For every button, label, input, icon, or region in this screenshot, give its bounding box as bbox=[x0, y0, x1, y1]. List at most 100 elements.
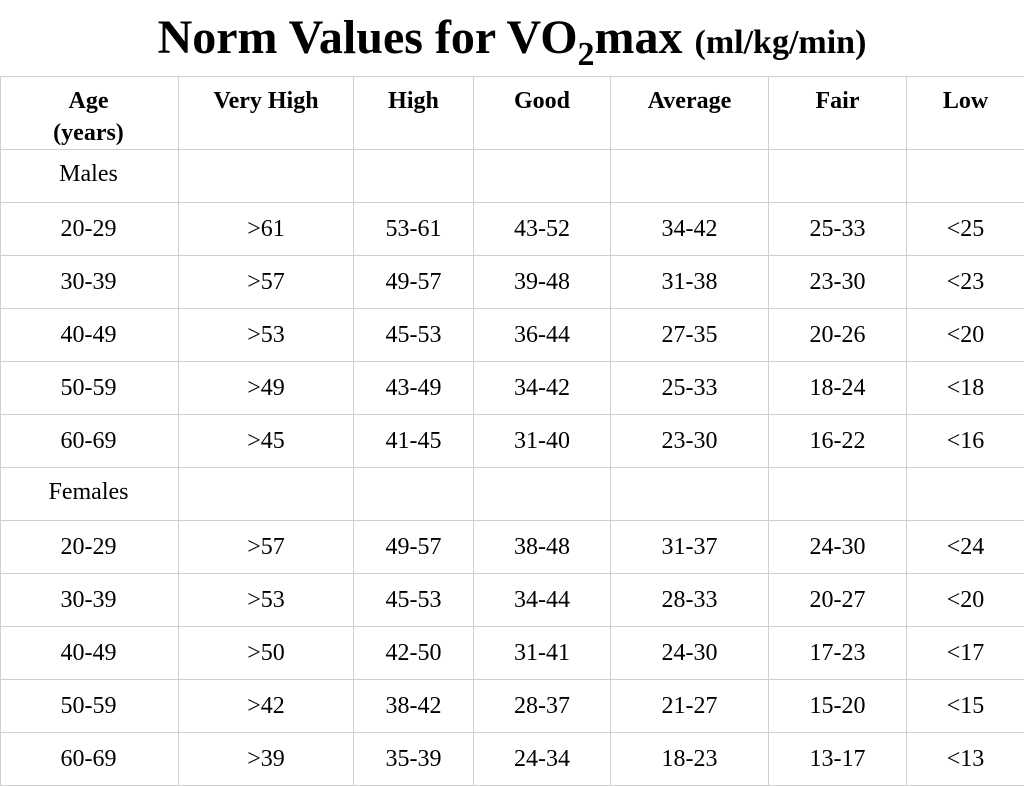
empty-cell bbox=[907, 468, 1024, 521]
header-low: Low bbox=[907, 77, 1024, 150]
cell-high: 45-53 bbox=[354, 574, 474, 627]
cell-average: 21-27 bbox=[611, 680, 769, 733]
empty-cell bbox=[907, 150, 1024, 203]
cell-very-high: >39 bbox=[179, 733, 354, 786]
cell-good: 38-48 bbox=[474, 521, 611, 574]
cell-very-high: >49 bbox=[179, 362, 354, 415]
header-good: Good bbox=[474, 77, 611, 150]
cell-average: 34-42 bbox=[611, 203, 769, 256]
cell-good: 43-52 bbox=[474, 203, 611, 256]
cell-low: <16 bbox=[907, 415, 1024, 468]
empty-cell bbox=[769, 150, 907, 203]
cell-fair: 15-20 bbox=[769, 680, 907, 733]
cell-low: <15 bbox=[907, 680, 1024, 733]
cell-average: 25-33 bbox=[611, 362, 769, 415]
cell-very-high: >57 bbox=[179, 521, 354, 574]
header-average: Average bbox=[611, 77, 769, 150]
empty-cell bbox=[474, 468, 611, 521]
cell-very-high: >61 bbox=[179, 203, 354, 256]
cell-good: 31-40 bbox=[474, 415, 611, 468]
cell-average: 31-37 bbox=[611, 521, 769, 574]
cell-high: 41-45 bbox=[354, 415, 474, 468]
cell-good: 39-48 bbox=[474, 256, 611, 309]
cell-very-high: >45 bbox=[179, 415, 354, 468]
females-group-row: Females bbox=[1, 468, 1024, 521]
cell-high: 38-42 bbox=[354, 680, 474, 733]
cell-very-high: >53 bbox=[179, 574, 354, 627]
header-fair: Fair bbox=[769, 77, 907, 150]
cell-age: 50-59 bbox=[1, 680, 179, 733]
empty-cell bbox=[354, 468, 474, 521]
cell-low: <20 bbox=[907, 309, 1024, 362]
page-title: Norm Values for VO2max (ml/kg/min) bbox=[0, 4, 1024, 77]
cell-high: 49-57 bbox=[354, 521, 474, 574]
cell-good: 34-44 bbox=[474, 574, 611, 627]
cell-low: <13 bbox=[907, 733, 1024, 786]
cell-very-high: >50 bbox=[179, 627, 354, 680]
males-group-label: Males bbox=[1, 150, 179, 203]
cell-high: 35-39 bbox=[354, 733, 474, 786]
cell-fair: 17-23 bbox=[769, 627, 907, 680]
cell-age: 30-39 bbox=[1, 574, 179, 627]
empty-cell bbox=[769, 468, 907, 521]
cell-good: 31-41 bbox=[474, 627, 611, 680]
cell-age: 20-29 bbox=[1, 203, 179, 256]
cell-high: 45-53 bbox=[354, 309, 474, 362]
cell-low: <25 bbox=[907, 203, 1024, 256]
cell-very-high: >57 bbox=[179, 256, 354, 309]
cell-average: 31-38 bbox=[611, 256, 769, 309]
empty-cell bbox=[474, 150, 611, 203]
cell-age: 30-39 bbox=[1, 256, 179, 309]
cell-high: 53-61 bbox=[354, 203, 474, 256]
title-suffix: max bbox=[595, 11, 683, 64]
cell-very-high: >53 bbox=[179, 309, 354, 362]
cell-fair: 20-27 bbox=[769, 574, 907, 627]
cell-good: 24-34 bbox=[474, 733, 611, 786]
title-subscript: 2 bbox=[578, 36, 595, 73]
title-unit: (ml/kg/min) bbox=[695, 24, 867, 61]
empty-cell bbox=[354, 150, 474, 203]
cell-average: 23-30 bbox=[611, 415, 769, 468]
cell-age: 40-49 bbox=[1, 309, 179, 362]
cell-age: 50-59 bbox=[1, 362, 179, 415]
cell-average: 24-30 bbox=[611, 627, 769, 680]
cell-fair: 16-22 bbox=[769, 415, 907, 468]
cell-high: 42-50 bbox=[354, 627, 474, 680]
cell-fair: 18-24 bbox=[769, 362, 907, 415]
header-age-line2: (years) bbox=[1, 117, 176, 149]
empty-cell bbox=[611, 150, 769, 203]
females-group-label: Females bbox=[1, 468, 179, 521]
males-group-row: Males bbox=[1, 150, 1024, 203]
vo2max-norms-table: Age (years) Very High High Good Average … bbox=[0, 76, 1024, 786]
cell-low: <17 bbox=[907, 627, 1024, 680]
cell-low: <18 bbox=[907, 362, 1024, 415]
cell-age: 60-69 bbox=[1, 415, 179, 468]
cell-low: <24 bbox=[907, 521, 1024, 574]
cell-fair: 13-17 bbox=[769, 733, 907, 786]
cell-age: 40-49 bbox=[1, 627, 179, 680]
cell-age: 60-69 bbox=[1, 733, 179, 786]
header-row: Age (years) Very High High Good Average … bbox=[1, 77, 1024, 150]
cell-average: 28-33 bbox=[611, 574, 769, 627]
cell-fair: 25-33 bbox=[769, 203, 907, 256]
cell-low: <20 bbox=[907, 574, 1024, 627]
header-age-line1: Age bbox=[1, 85, 176, 117]
cell-very-high: >42 bbox=[179, 680, 354, 733]
cell-high: 43-49 bbox=[354, 362, 474, 415]
title-prefix: Norm Values for VO bbox=[158, 11, 578, 64]
cell-good: 28-37 bbox=[474, 680, 611, 733]
cell-average: 18-23 bbox=[611, 733, 769, 786]
empty-cell bbox=[611, 468, 769, 521]
header-age: Age (years) bbox=[1, 77, 179, 150]
cell-age: 20-29 bbox=[1, 521, 179, 574]
cell-fair: 23-30 bbox=[769, 256, 907, 309]
empty-cell bbox=[179, 150, 354, 203]
cell-low: <23 bbox=[907, 256, 1024, 309]
